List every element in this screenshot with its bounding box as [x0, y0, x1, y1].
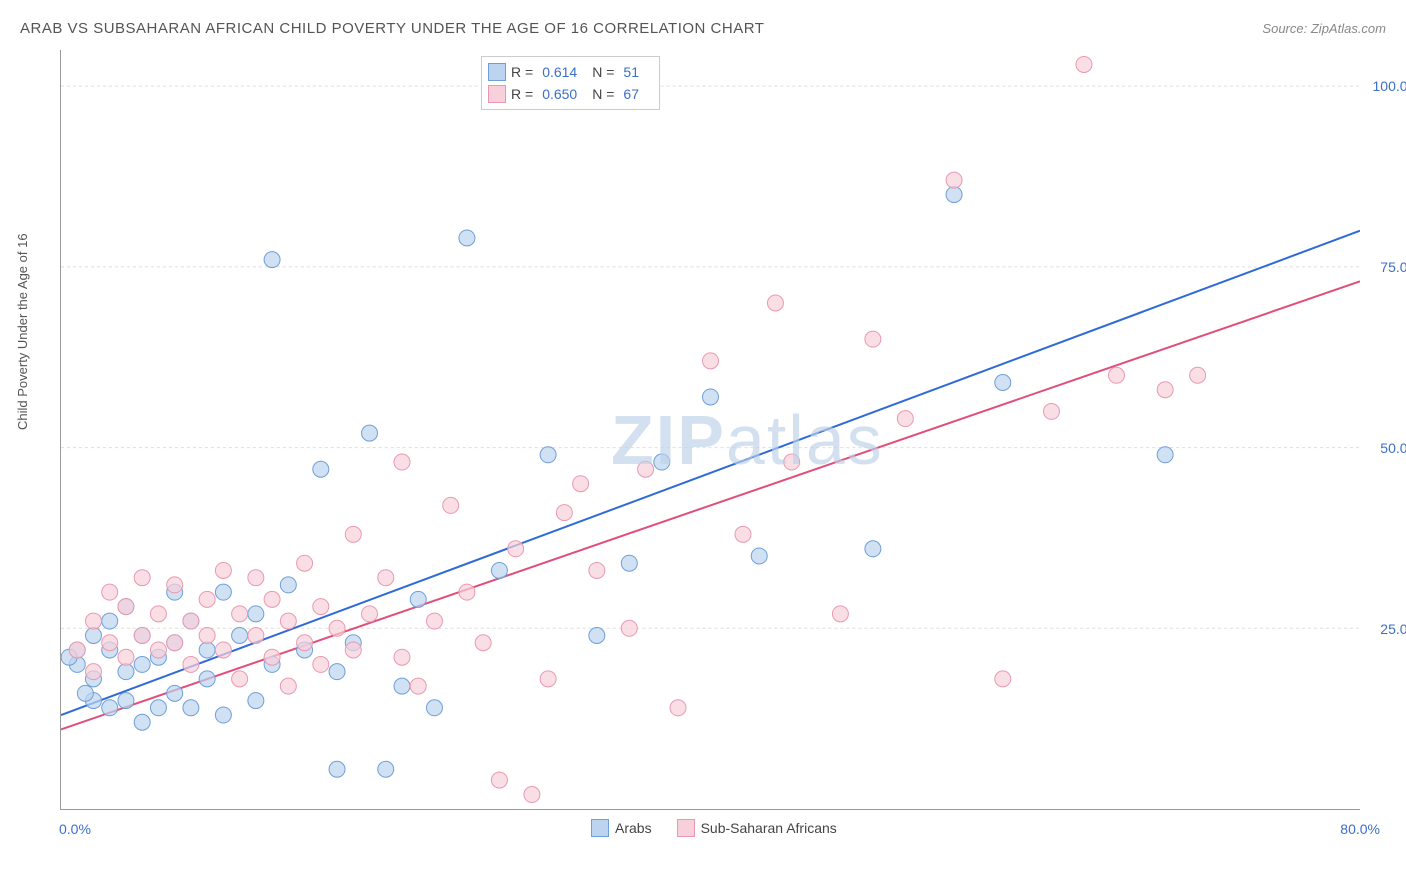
swatch-arabs: [488, 63, 506, 81]
series-legend: Arabs Sub-Saharan Africans: [591, 819, 837, 837]
r-value-arabs: 0.614: [542, 61, 577, 83]
n-label: N =: [592, 83, 614, 105]
r-label: R =: [511, 83, 533, 105]
swatch-ssa: [488, 85, 506, 103]
n-value-arabs: 51: [623, 61, 639, 83]
source-link[interactable]: ZipAtlas.com: [1311, 21, 1386, 36]
y-tick-label: 50.0%: [1380, 440, 1406, 456]
chart-header: ARAB VS SUBSAHARAN AFRICAN CHILD POVERTY…: [20, 20, 1386, 37]
swatch-arabs-icon: [591, 819, 609, 837]
stats-row-arabs: R = 0.614 N = 51: [488, 61, 649, 83]
x-start-tick-label: 0.0%: [59, 821, 91, 837]
y-tick-label: 25.0%: [1380, 621, 1406, 637]
source-credit: Source: ZipAtlas.com: [1262, 21, 1386, 36]
legend-label-ssa: Sub-Saharan Africans: [701, 820, 837, 836]
r-value-ssa: 0.650: [542, 83, 577, 105]
stats-row-ssa: R = 0.650 N = 67: [488, 83, 649, 105]
swatch-ssa-icon: [677, 819, 695, 837]
legend-item-ssa: Sub-Saharan Africans: [677, 819, 837, 837]
source-label: Source:: [1262, 21, 1307, 36]
legend-label-arabs: Arabs: [615, 820, 652, 836]
y-axis-label: Child Poverty Under the Age of 16: [15, 233, 30, 430]
y-tick-label: 100.0%: [1373, 78, 1406, 94]
r-label: R =: [511, 61, 533, 83]
plot-area: ZIPatlas R = 0.614 N = 51 R = 0.650 N = …: [60, 50, 1360, 810]
stats-legend: R = 0.614 N = 51 R = 0.650 N = 67: [481, 56, 660, 110]
chart-canvas: [61, 50, 1360, 809]
n-value-ssa: 67: [623, 83, 639, 105]
x-end-tick-label: 80.0%: [1340, 821, 1380, 837]
y-tick-label: 75.0%: [1380, 259, 1406, 275]
chart-title: ARAB VS SUBSAHARAN AFRICAN CHILD POVERTY…: [20, 20, 764, 37]
legend-item-arabs: Arabs: [591, 819, 652, 837]
n-label: N =: [592, 61, 614, 83]
